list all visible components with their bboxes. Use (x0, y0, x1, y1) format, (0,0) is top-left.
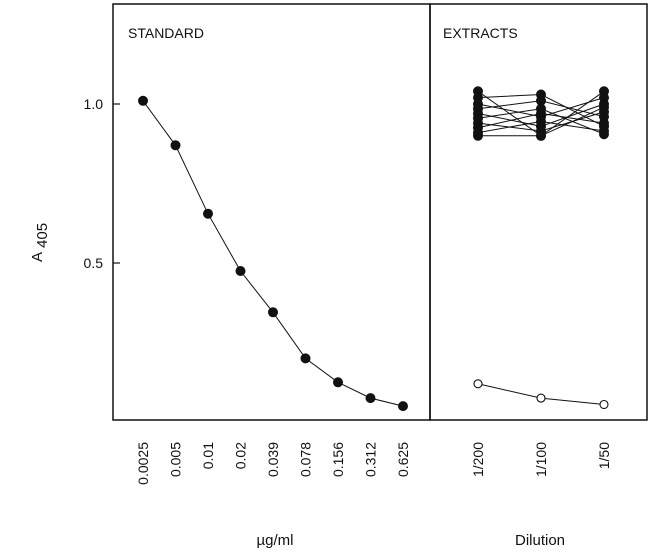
standard-x-tick-label-3: 0.02 (233, 442, 249, 469)
extracts-x-tick-labels: 1/200 1/100 1/50 (470, 442, 612, 477)
standard-series-0-point-7 (365, 393, 376, 404)
extracts-series-9-point-0 (472, 130, 483, 141)
standard-series-0-point-1 (170, 140, 181, 151)
extracts-series-10-point-1 (536, 393, 546, 403)
standard-series-points (137, 95, 408, 412)
standard-panel-frame (112, 3, 431, 421)
standard-series-0-line (142, 100, 404, 407)
standard-x-tick-label-4: 0.039 (265, 442, 281, 477)
extracts-x-axis-title: Dilution (515, 532, 565, 549)
standard-x-axis-title: µg/ml (257, 532, 294, 549)
standard-x-tick-label-5: 0.078 (298, 442, 314, 477)
extracts-series-9-point-2 (599, 102, 610, 113)
y-tick-label-1: 1.0 (84, 96, 104, 112)
standard-x-tick-label-7: 0.312 (363, 442, 379, 477)
extracts-panel-title: EXTRACTS (443, 25, 518, 41)
standard-series-0-point-2 (202, 208, 213, 219)
y-tick-label-2: 0.5 (84, 255, 104, 271)
y-axis-label-main: A (29, 252, 46, 262)
extracts-x-tick-label-2: 1/50 (596, 442, 612, 469)
extracts-series-10-point-2 (599, 399, 609, 410)
standard-x-tick-label-6: 0.156 (330, 442, 346, 477)
standard-series-0-point-6 (332, 377, 343, 388)
extracts-series-points (472, 86, 610, 410)
standard-series-0-point-5 (300, 353, 311, 364)
y-axis-label: A 405 (29, 223, 51, 262)
extracts-x-tick-label-0: 1/200 (470, 442, 486, 477)
extracts-series-10-point-0 (473, 379, 483, 389)
standard-x-tick-label-1: 0.005 (168, 442, 184, 477)
extracts-series-8-point-1 (536, 116, 547, 127)
extracts-series-8-point-2 (599, 126, 610, 137)
standard-series-0-point-4 (267, 307, 278, 318)
standard-x-tick-label-8: 0.625 (395, 442, 411, 477)
standard-series-0-point-0 (137, 95, 148, 106)
standard-series-0-point-8 (397, 401, 408, 412)
standard-panel-title: STANDARD (128, 25, 204, 41)
extracts-series-9-point-1 (536, 130, 547, 141)
standard-x-tick-labels: 0.0025 0.005 0.01 0.02 0.039 0.078 0.156 0.312 0… (135, 442, 411, 485)
standard-x-tick-label-0: 0.0025 (135, 442, 151, 485)
y-axis-label-sub: 405 (34, 223, 51, 248)
extracts-panel-frame (429, 3, 648, 421)
standard-series-lines (142, 100, 404, 407)
standard-x-tick-label-2: 0.01 (200, 442, 216, 469)
standard-series-0-point-3 (235, 265, 246, 276)
extracts-x-tick-label-1: 1/100 (533, 442, 549, 477)
